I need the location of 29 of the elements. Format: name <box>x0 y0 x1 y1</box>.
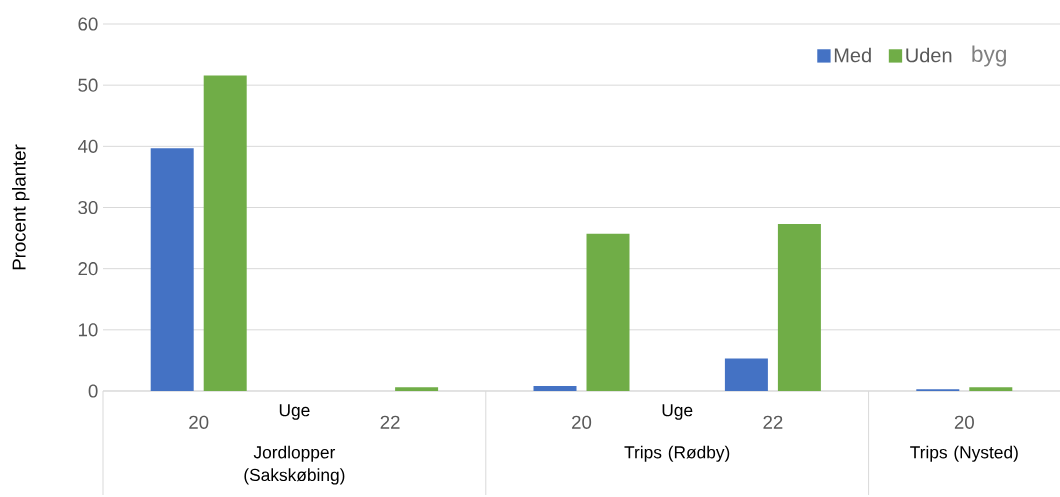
bar <box>395 387 439 391</box>
text: Trips (Rødby) <box>624 445 730 462</box>
bar <box>724 358 768 391</box>
bar <box>777 224 821 391</box>
y-axis-title: Procent planter <box>12 144 30 270</box>
bar <box>969 387 1013 391</box>
text: Trips (Nysted) <box>910 445 1018 462</box>
text: Uge <box>279 404 310 420</box>
bar <box>586 233 630 391</box>
y-tick-label: 20 <box>78 262 98 276</box>
text: Jordlopper (Sakskøbing) <box>244 445 345 485</box>
y-tick-label: 10 <box>78 323 98 337</box>
x-tick-label: 20 <box>189 415 209 429</box>
y-tick-label: 60 <box>78 17 98 31</box>
bar <box>203 75 247 391</box>
x-tick-label: 20 <box>572 415 592 429</box>
bar <box>150 148 194 391</box>
text: Uge <box>662 404 693 420</box>
y-tick-label: 50 <box>78 78 98 92</box>
x-tick-label: 22 <box>763 415 783 429</box>
annotation: byg <box>972 45 1006 67</box>
legend-label: Med <box>834 47 871 63</box>
y-tick-label: 40 <box>77 139 98 153</box>
y-tick-label: 30 <box>78 200 98 215</box>
bar <box>533 386 577 391</box>
legend-label: Uden <box>906 47 952 63</box>
x-tick-label: 22 <box>380 415 400 429</box>
y-tick-label: 0 <box>88 384 98 398</box>
x-tick-label: 20 <box>954 415 974 429</box>
